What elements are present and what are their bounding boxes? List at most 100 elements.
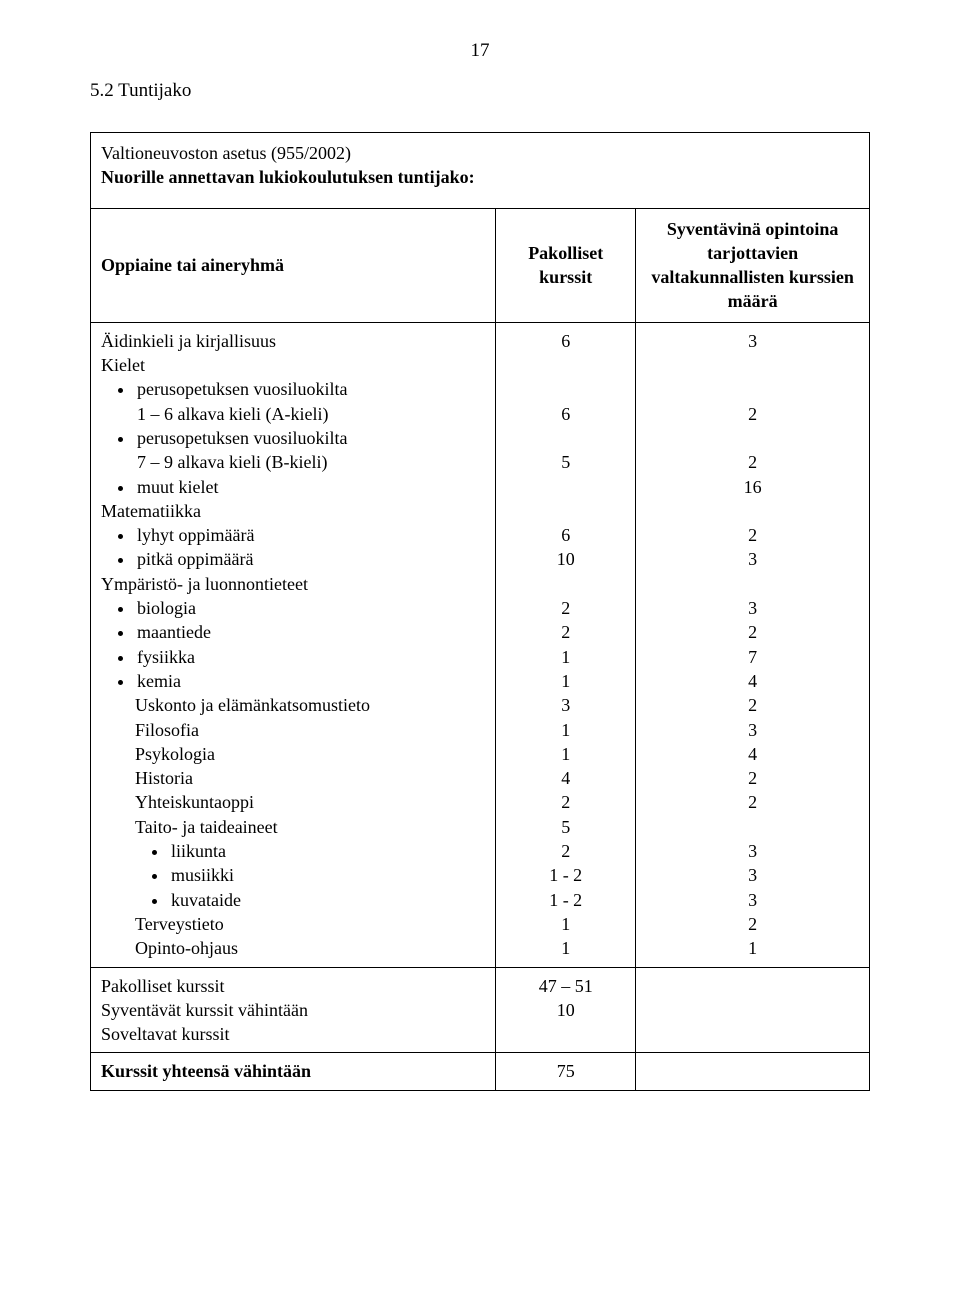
row-liikunta: liikunta <box>169 839 485 863</box>
taito-list: liikunta musiikki kuvataide <box>135 839 485 912</box>
m-liikunta: 2 <box>506 839 625 863</box>
m-kemia: 1 <box>506 669 625 693</box>
a-b-kieli: 2 <box>646 450 859 474</box>
a-ymparisto-blank <box>646 572 859 596</box>
a-liikunta: 3 <box>646 839 859 863</box>
a-kieli-line1: perusopetuksen vuosiluokilta <box>137 379 347 399</box>
summary-subject: Pakolliset kurssit Syventävät kurssit vä… <box>91 967 496 1053</box>
a-opinto: 1 <box>646 936 859 960</box>
m-yhteiskuntaoppi: 2 <box>506 790 625 814</box>
matematiikka-list: lyhyt oppimäärä pitkä oppimäärä <box>101 523 485 572</box>
row-opinto: Opinto-ohjaus <box>135 936 485 960</box>
m-ymparisto-blank <box>506 572 625 596</box>
mandatory-column: 6 6 5 6 10 2 2 1 1 3 1 1 4 2 <box>496 322 636 967</box>
row-maantiede: maantiede <box>135 620 485 644</box>
summary-soveltavat-label: Soveltavat kurssit <box>101 1022 485 1046</box>
a-kielet-blank <box>646 353 859 377</box>
row-kemia: kemia <box>135 669 485 693</box>
a-yhteiskuntaoppi: 2 <box>646 790 859 814</box>
row-kielet: Kielet <box>101 353 485 377</box>
intro-line-2: Nuorille annettavan lukiokoulutuksen tun… <box>101 165 859 189</box>
a-maantiede: 2 <box>646 620 859 644</box>
page: 17 5.2 Tuntijako Valtioneuvoston asetus … <box>0 0 960 1131</box>
m-a-kieli: 6 <box>506 402 625 426</box>
a-musiikki: 3 <box>646 863 859 887</box>
a-historia: 2 <box>646 766 859 790</box>
a-pitka: 3 <box>646 547 859 571</box>
m-kielet-blank <box>506 353 625 377</box>
row-aidinkieli: Äidinkieli ja kirjallisuus <box>101 329 485 353</box>
m-musiikki: 1 - 2 <box>506 863 625 887</box>
m-psykologia: 1 <box>506 742 625 766</box>
a-psykologia: 4 <box>646 742 859 766</box>
total-label: Kurssit yhteensä vähintään <box>91 1053 496 1090</box>
ymparisto-list: biologia maantiede fysiikka kemia Uskont… <box>101 596 485 960</box>
m-pitka: 10 <box>506 547 625 571</box>
a-kuvataide: 3 <box>646 888 859 912</box>
summary-syventavat-label: Syventävät kurssit vähintään <box>101 998 485 1022</box>
m-opinto: 1 <box>506 936 625 960</box>
m-biologia: 2 <box>506 596 625 620</box>
row-a-kieli: perusopetuksen vuosiluokilta 1 – 6 alkav… <box>135 377 485 426</box>
summary-row: Pakolliset kurssit Syventävät kurssit vä… <box>91 967 870 1053</box>
row-musiikki: musiikki <box>169 863 485 887</box>
row-fysiikka: fysiikka <box>135 645 485 669</box>
m-kuvataide: 1 - 2 <box>506 888 625 912</box>
row-terveystieto: Terveystieto <box>135 912 485 936</box>
a-biologia: 3 <box>646 596 859 620</box>
intro-cell: Valtioneuvoston asetus (955/2002) Nuoril… <box>91 133 870 209</box>
row-kuvataide: kuvataide <box>169 888 485 912</box>
m-fysiikka: 1 <box>506 645 625 669</box>
a-filosofia: 3 <box>646 718 859 742</box>
b-kieli-line2: 7 – 9 alkava kieli (B-kieli) <box>137 452 327 472</box>
m-a-kieli-blank <box>506 377 625 401</box>
row-filosofia: Filosofia <box>135 718 485 742</box>
b-kieli-line1: perusopetuksen vuosiluokilta <box>137 428 347 448</box>
a-kemia: 4 <box>646 669 859 693</box>
row-psykologia: Psykologia <box>135 742 485 766</box>
advanced-column: 3 2 2 16 2 3 3 2 7 4 2 3 4 2 2 <box>636 322 870 967</box>
summary-pakolliset-val: 47 – 51 <box>506 974 625 998</box>
total-row: Kurssit yhteensä vähintään 75 <box>91 1053 870 1090</box>
summary-soveltavat-val <box>506 1022 625 1046</box>
m-uskonto: 3 <box>506 693 625 717</box>
m-taito: 5 <box>506 815 625 839</box>
a-aidinkieli: 3 <box>646 329 859 353</box>
page-number: 17 <box>90 40 870 62</box>
row-pitka: pitkä oppimäärä <box>135 547 485 571</box>
body-row: Äidinkieli ja kirjallisuus Kielet peruso… <box>91 322 870 967</box>
m-muut-kielet <box>506 475 625 499</box>
row-yhteiskuntaoppi: Yhteiskuntaoppi <box>135 790 485 814</box>
header-mandatory: Pakolliset kurssit <box>496 208 636 322</box>
a-terveystieto: 2 <box>646 912 859 936</box>
summary-advanced <box>636 967 870 1053</box>
m-terveystieto: 1 <box>506 912 625 936</box>
row-uskonto: Uskonto ja elämänkatsomustieto <box>135 693 485 717</box>
row-biologia: biologia <box>135 596 485 620</box>
a-a-kieli-blank <box>646 377 859 401</box>
a-fysiikka: 7 <box>646 645 859 669</box>
m-aidinkieli: 6 <box>506 329 625 353</box>
row-b-kieli: perusopetuksen vuosiluokilta 7 – 9 alkav… <box>135 426 485 475</box>
intro-row: Valtioneuvoston asetus (955/2002) Nuoril… <box>91 133 870 209</box>
row-muut-kielet: muut kielet <box>135 475 485 499</box>
a-a-kieli: 2 <box>646 402 859 426</box>
a-taito-blank <box>646 815 859 839</box>
header-subject: Oppiaine tai aineryhmä <box>91 208 496 322</box>
header-advanced: Syventävinä opintoina tarjottavien valta… <box>636 208 870 322</box>
a-uskonto: 2 <box>646 693 859 717</box>
subject-column: Äidinkieli ja kirjallisuus Kielet peruso… <box>91 322 496 967</box>
total-blank <box>636 1053 870 1090</box>
a-b-kieli-blank <box>646 426 859 450</box>
total-val: 75 <box>496 1053 636 1090</box>
m-b-kieli: 5 <box>506 450 625 474</box>
m-lyhyt: 6 <box>506 523 625 547</box>
curriculum-table: Valtioneuvoston asetus (955/2002) Nuoril… <box>90 132 870 1091</box>
row-ymparisto: Ympäristö- ja luonnontieteet <box>101 572 485 596</box>
a-matematiikka-blank <box>646 499 859 523</box>
summary-mandatory: 47 – 51 10 <box>496 967 636 1053</box>
kielet-list: perusopetuksen vuosiluokilta 1 – 6 alkav… <box>101 377 485 498</box>
m-filosofia: 1 <box>506 718 625 742</box>
row-matematiikka: Matematiikka <box>101 499 485 523</box>
row-lyhyt: lyhyt oppimäärä <box>135 523 485 547</box>
